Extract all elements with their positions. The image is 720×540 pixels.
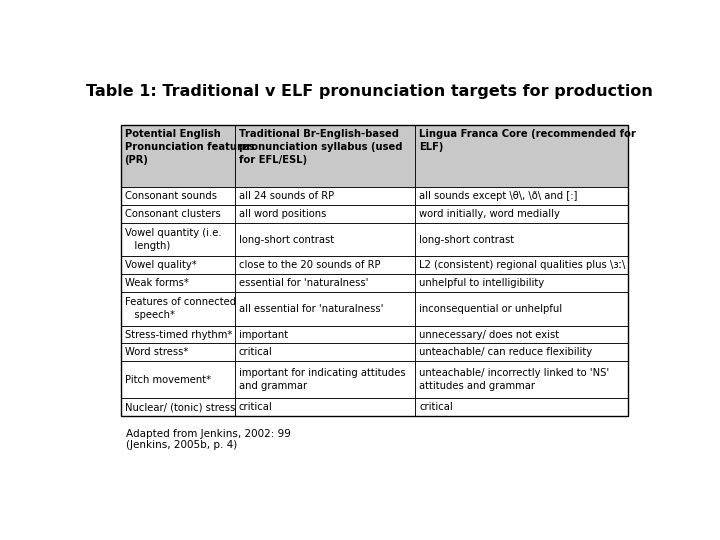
Bar (121, 274, 235, 292)
Bar (121, 256, 235, 274)
Bar (121, 361, 235, 399)
Text: critical: critical (239, 402, 273, 412)
Text: Adapted from Jenkins, 2002: 99
(Jenkins, 2005b, p. 4): Adapted from Jenkins, 2002: 99 (Jenkins,… (126, 429, 291, 450)
Text: Vowel quality*: Vowel quality* (125, 260, 197, 271)
Bar (235, 205, 415, 222)
Bar (235, 292, 415, 326)
Bar (121, 187, 235, 205)
Bar (235, 361, 415, 399)
Bar (235, 343, 415, 361)
Text: Nuclear/ (tonic) stress: Nuclear/ (tonic) stress (125, 402, 235, 412)
Text: Stress-timed rhythm*: Stress-timed rhythm* (125, 329, 232, 340)
Text: all sounds except \θ\, \ð\ and [:]: all sounds except \θ\, \ð\ and [:] (419, 191, 577, 201)
Text: all essential for 'naturalness': all essential for 'naturalness' (239, 304, 383, 314)
Bar (415, 343, 629, 361)
Bar (121, 205, 235, 222)
Bar (235, 326, 415, 343)
Bar (121, 343, 235, 361)
Bar (121, 125, 235, 187)
Text: Weak forms*: Weak forms* (125, 278, 189, 288)
Text: word initially, word medially: word initially, word medially (419, 209, 560, 219)
Bar (415, 125, 629, 187)
Bar (121, 292, 235, 326)
Text: Potential English
Pronunciation features
(PR): Potential English Pronunciation features… (125, 129, 254, 165)
Bar (415, 326, 629, 343)
Text: Lingua Franca Core (recommended for
ELF): Lingua Franca Core (recommended for ELF) (419, 129, 636, 152)
Bar (415, 399, 629, 416)
Bar (415, 274, 629, 292)
Text: L2 (consistent) regional qualities plus \ɜː\: L2 (consistent) regional qualities plus … (419, 260, 626, 271)
Text: all word positions: all word positions (239, 209, 326, 219)
Text: essential for 'naturalness': essential for 'naturalness' (239, 278, 369, 288)
Bar (235, 125, 415, 187)
Bar (121, 222, 235, 256)
Bar (235, 187, 415, 205)
Text: unhelpful to intelligibility: unhelpful to intelligibility (419, 278, 544, 288)
Text: Consonant sounds: Consonant sounds (125, 191, 217, 201)
Bar (415, 187, 629, 205)
Text: Table 1: Traditional v ELF pronunciation targets for production: Table 1: Traditional v ELF pronunciation… (86, 84, 652, 99)
Bar (415, 292, 629, 326)
Text: important: important (239, 329, 288, 340)
Bar (121, 125, 629, 416)
Text: Traditional Br-English-based
pronunciation syllabus (used
for EFL/ESL): Traditional Br-English-based pronunciati… (239, 129, 402, 165)
Text: Word stress*: Word stress* (125, 347, 188, 357)
Text: close to the 20 sounds of RP: close to the 20 sounds of RP (239, 260, 380, 271)
Bar (415, 205, 629, 222)
Bar (235, 274, 415, 292)
Text: long-short contrast: long-short contrast (239, 234, 334, 245)
Bar (235, 256, 415, 274)
Bar (121, 399, 235, 416)
Bar (235, 399, 415, 416)
Text: Consonant clusters: Consonant clusters (125, 209, 220, 219)
Bar (121, 326, 235, 343)
Text: all 24 sounds of RP: all 24 sounds of RP (239, 191, 334, 201)
Text: critical: critical (239, 347, 273, 357)
Text: inconsequential or unhelpful: inconsequential or unhelpful (419, 304, 562, 314)
Text: Pitch movement*: Pitch movement* (125, 375, 211, 385)
Text: unteachable/ can reduce flexibility: unteachable/ can reduce flexibility (419, 347, 593, 357)
Bar (415, 222, 629, 256)
Text: long-short contrast: long-short contrast (419, 234, 514, 245)
Bar (415, 361, 629, 399)
Text: important for indicating attitudes
and grammar: important for indicating attitudes and g… (239, 368, 405, 391)
Text: critical: critical (419, 402, 453, 412)
Bar (415, 256, 629, 274)
Text: Features of connected
   speech*: Features of connected speech* (125, 298, 235, 320)
Text: unnecessary/ does not exist: unnecessary/ does not exist (419, 329, 559, 340)
Bar (235, 222, 415, 256)
Text: unteachable/ incorrectly linked to 'NS'
attitudes and grammar: unteachable/ incorrectly linked to 'NS' … (419, 368, 609, 391)
Text: Vowel quantity (i.e.
   length): Vowel quantity (i.e. length) (125, 228, 221, 251)
